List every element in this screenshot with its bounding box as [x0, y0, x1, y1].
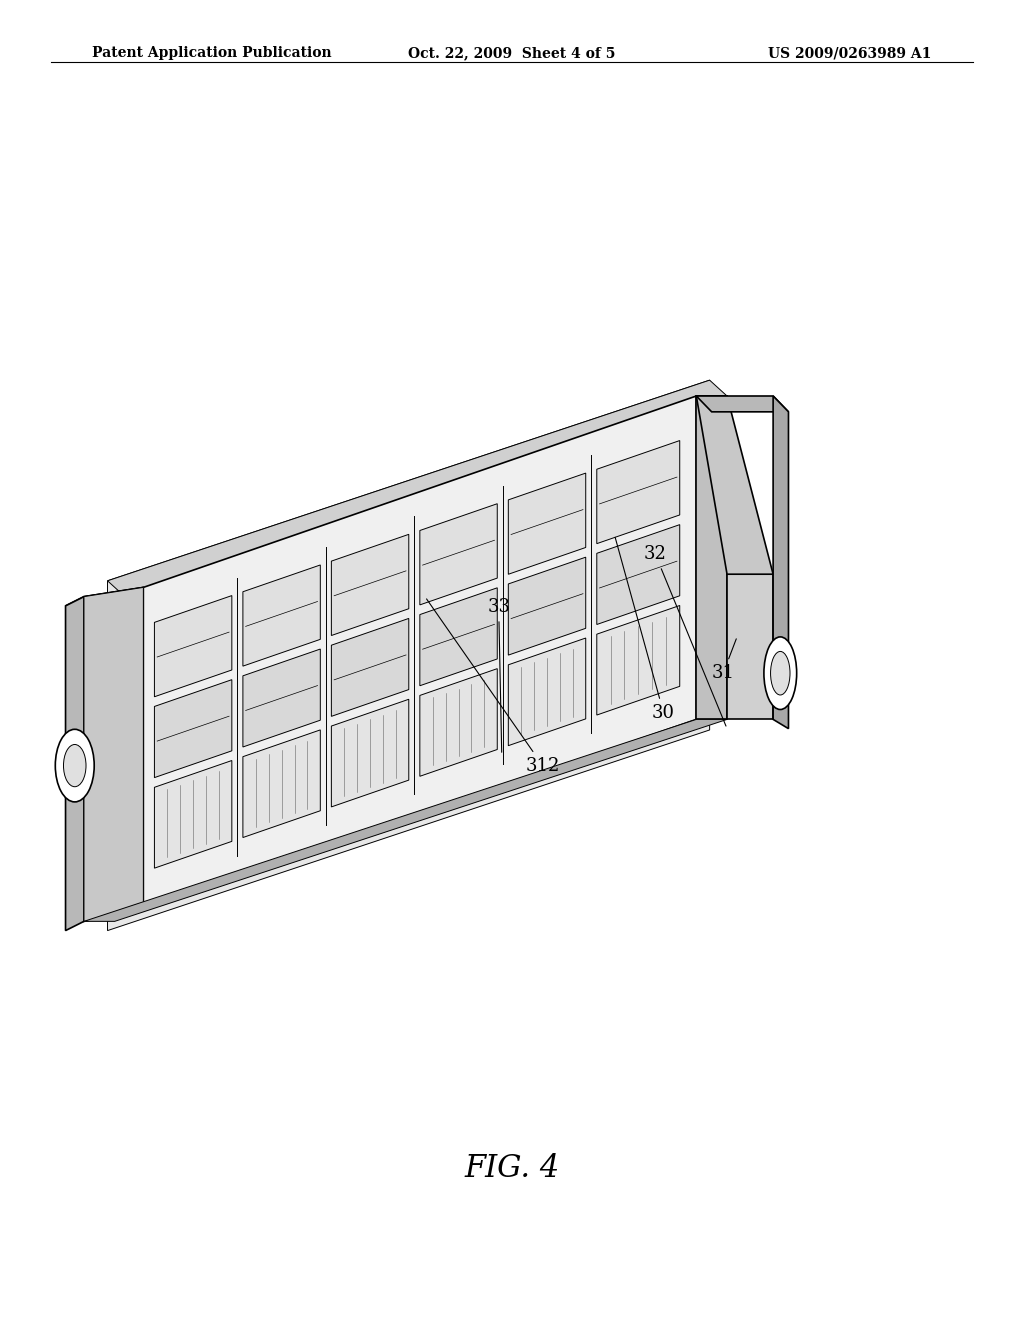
Text: 30: 30: [615, 537, 675, 722]
Polygon shape: [332, 700, 409, 807]
Polygon shape: [696, 396, 727, 719]
Text: 33: 33: [487, 598, 510, 752]
Polygon shape: [66, 587, 143, 606]
Ellipse shape: [63, 744, 86, 787]
Polygon shape: [84, 587, 143, 921]
Polygon shape: [420, 587, 498, 686]
Text: FIG. 4: FIG. 4: [464, 1152, 560, 1184]
Text: 31: 31: [712, 639, 736, 682]
Text: 32: 32: [644, 545, 726, 726]
Ellipse shape: [764, 638, 797, 710]
Polygon shape: [243, 565, 321, 667]
Text: 312: 312: [427, 599, 560, 775]
Polygon shape: [108, 380, 710, 931]
Polygon shape: [597, 524, 680, 624]
Polygon shape: [243, 730, 321, 838]
Polygon shape: [66, 597, 84, 931]
Polygon shape: [108, 380, 727, 597]
Ellipse shape: [770, 652, 791, 694]
Polygon shape: [155, 595, 231, 697]
Ellipse shape: [55, 729, 94, 801]
Polygon shape: [597, 606, 680, 715]
Polygon shape: [84, 587, 143, 921]
Polygon shape: [243, 649, 321, 747]
Polygon shape: [155, 680, 231, 777]
Polygon shape: [696, 396, 773, 574]
Polygon shape: [508, 557, 586, 655]
Text: US 2009/0263989 A1: US 2009/0263989 A1: [768, 46, 932, 61]
Polygon shape: [508, 638, 586, 746]
Polygon shape: [696, 396, 788, 412]
Polygon shape: [508, 473, 586, 574]
Polygon shape: [597, 441, 680, 544]
Polygon shape: [143, 396, 696, 911]
Polygon shape: [727, 574, 773, 719]
Polygon shape: [332, 618, 409, 717]
Polygon shape: [155, 760, 231, 869]
Polygon shape: [420, 669, 498, 776]
Polygon shape: [773, 396, 788, 729]
Text: Oct. 22, 2009  Sheet 4 of 5: Oct. 22, 2009 Sheet 4 of 5: [409, 46, 615, 61]
Text: Patent Application Publication: Patent Application Publication: [92, 46, 332, 61]
Polygon shape: [332, 535, 409, 635]
Polygon shape: [84, 719, 727, 921]
Polygon shape: [420, 504, 498, 605]
